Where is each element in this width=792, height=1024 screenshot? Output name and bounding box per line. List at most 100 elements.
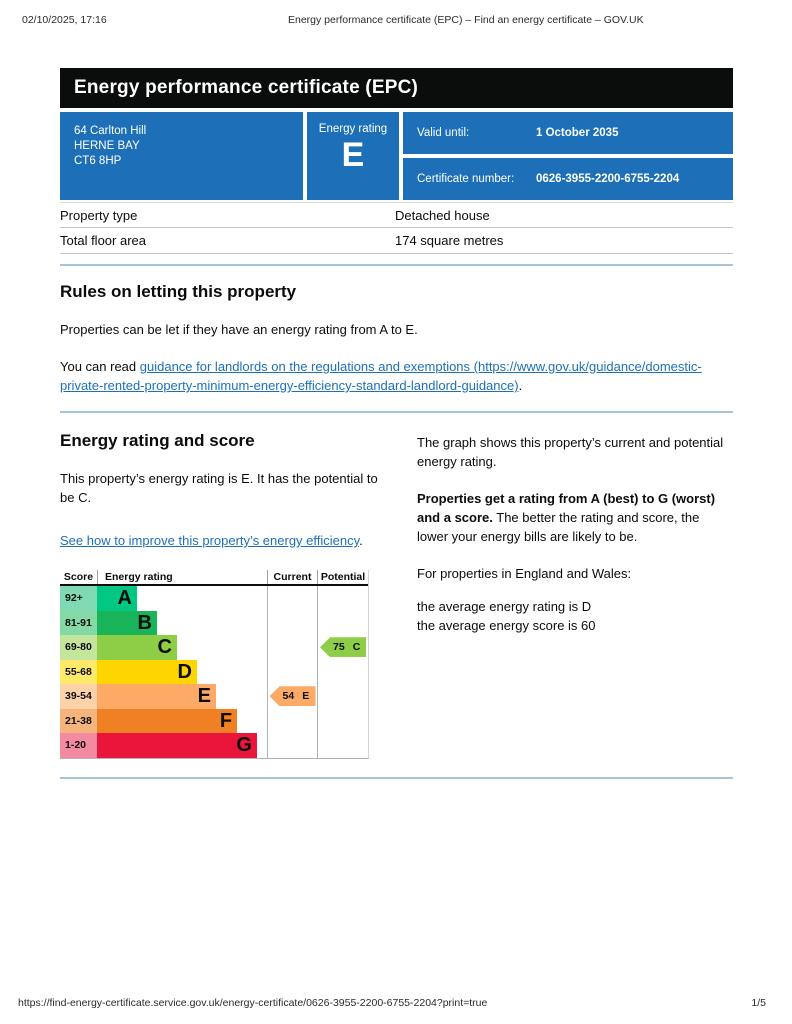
average-rating-text: the average energy rating is D	[417, 599, 592, 614]
print-datetime: 02/10/2025, 17:16	[22, 14, 107, 26]
england-wales-paragraph: For properties in England and Wales:	[417, 566, 632, 581]
valid-until-label: Valid until:	[417, 127, 470, 139]
section-divider	[60, 776, 733, 779]
certificate-number-row: Certificate number: 0626-3955-2200-6755-…	[403, 158, 733, 200]
band-bar-g: G	[97, 733, 257, 758]
certificate-number-label: Certificate number:	[417, 173, 515, 185]
current-rating-cell	[267, 733, 317, 758]
potential-rating-cell	[317, 708, 368, 733]
certificate-meta-panel: Valid until: 1 October 2035 Certificate …	[403, 112, 733, 200]
graph-intro-paragraph: The graph shows this property’s current …	[417, 435, 724, 469]
potential-rating-cell	[317, 586, 368, 611]
band-score-range: 69-80	[60, 635, 97, 660]
certificate-number-value: 0626-3955-2200-6755-2204	[536, 173, 680, 185]
band-bar-f: F	[97, 708, 238, 733]
certificate-title-bar: Energy performance certificate (EPC)	[60, 68, 733, 108]
property-type-label: Property type	[60, 207, 138, 223]
rules-paragraph: Properties can be let if they have an en…	[60, 322, 418, 337]
band-score-range: 1-20	[60, 733, 97, 758]
band-score-range: 21-38	[60, 708, 97, 733]
chart-band-row-e: 39-54 E 54 E	[60, 684, 368, 709]
energy-rating-label: Energy rating	[318, 123, 388, 135]
band-bar-c: C	[97, 635, 177, 660]
chart-column-header: Energy rating	[97, 570, 267, 584]
band-letter: F	[219, 709, 233, 732]
current-rating-cell	[267, 610, 317, 635]
average-stats-paragraph: the average energy rating is D the avera…	[417, 597, 733, 635]
band-bar-a: A	[97, 586, 137, 611]
guidance-text-suffix: .	[518, 378, 523, 393]
potential-rating-cell: 75 C	[317, 635, 368, 660]
section-divider	[60, 264, 733, 266]
chart-band-row-c: 69-80 C 75 C	[60, 635, 368, 660]
chart-column-header: Score	[63, 571, 94, 583]
rules-guidance-paragraph: You can read guidance for landlords on t…	[60, 357, 733, 395]
band-bar-b: B	[97, 610, 157, 635]
section-divider	[60, 411, 733, 413]
print-page-number: 1/5	[751, 997, 766, 1009]
band-score-range: 55-68	[60, 659, 97, 684]
current-rating-arrow: 54 E	[269, 686, 316, 707]
band-bar-e: E	[97, 684, 216, 709]
improve-efficiency-link[interactable]: See how to improve this property’s energ…	[60, 533, 360, 548]
address-line: 64 Carlton Hill	[74, 125, 147, 137]
floor-area-value: 174 square metres	[395, 233, 504, 248]
potential-rating-cell	[317, 659, 368, 684]
print-url: https://find-energy-certificate.service.…	[18, 997, 488, 1009]
current-rating-cell	[267, 659, 317, 684]
band-letter: D	[177, 660, 192, 683]
improve-efficiency-paragraph: See how to improve this property’s energ…	[60, 531, 380, 550]
band-score-range: 92+	[60, 586, 97, 611]
band-score-range: 81-91	[60, 610, 97, 635]
chart-band-row-f: 21-38 F	[60, 708, 368, 733]
address-line: CT6 8HP	[74, 155, 122, 167]
property-type-value: Detached house	[395, 207, 490, 223]
current-rating-cell: 54 E	[267, 684, 317, 709]
property-summary-table: Property type Detached house Total floor…	[60, 202, 733, 254]
valid-until-row: Valid until: 1 October 2035	[403, 112, 733, 154]
landlord-guidance-link[interactable]: guidance for landlords on the regulation…	[60, 359, 702, 393]
rating-summary-paragraph: This property’s energy rating is E. It h…	[60, 471, 378, 505]
average-score-text: the average energy score is 60	[417, 618, 596, 633]
potential-rating-cell	[317, 684, 368, 709]
address-line: HERNE BAY	[74, 140, 140, 152]
graph-explanation-column: The graph shows this property’s current …	[417, 425, 733, 759]
potential-rating-cell	[317, 610, 368, 635]
chart-band-row-b: 81-91 B	[60, 610, 368, 635]
chart-band-row-d: 55-68 D	[60, 659, 368, 684]
page-title: Energy performance certificate (EPC)	[74, 77, 419, 98]
band-letter: A	[117, 587, 132, 610]
band-letter: E	[197, 685, 211, 708]
property-address: 64 Carlton Hill HERNE BAY CT6 8HP	[60, 112, 303, 200]
table-row: Property type Detached house	[60, 202, 733, 228]
rating-explainer-paragraph: Properties get a rating from A (best) to…	[417, 489, 733, 546]
rating-score-column: Energy rating and score This property’s …	[60, 425, 380, 759]
valid-until-value: 1 October 2035	[536, 127, 619, 139]
energy-rating-chart: Score Energy rating Current Potential 92+ A 81…	[60, 570, 369, 759]
band-letter: C	[157, 636, 172, 659]
energy-rating-value: E	[341, 136, 365, 174]
current-rating-cell	[267, 635, 317, 660]
floor-area-label: Total floor area	[60, 233, 146, 248]
rating-explainer-bold: Properties get a rating from A (best) to…	[417, 491, 716, 525]
current-rating-cell	[267, 708, 317, 733]
band-score-range: 39-54	[60, 684, 97, 709]
table-row: Total floor area 174 square metres	[60, 228, 733, 254]
band-letter: B	[137, 611, 152, 634]
rating-explainer-rest: The better the rating and score, the low…	[417, 510, 700, 544]
potential-rating-cell	[317, 733, 368, 758]
summary-banner: 64 Carlton Hill HERNE BAY CT6 8HP Energy…	[60, 112, 733, 200]
link-suffix: .	[359, 533, 363, 548]
chart-band-row-g: 1-20 G	[60, 733, 368, 758]
certificate-page: Energy performance certificate (EPC) 64 …	[60, 68, 733, 779]
chart-column-header: Potential	[317, 570, 368, 584]
print-doc-title: Energy performance certificate (EPC) – F…	[288, 14, 644, 26]
current-rating-cell	[267, 586, 317, 611]
band-bar-d: D	[97, 659, 197, 684]
rules-heading: Rules on letting this property	[60, 282, 297, 301]
chart-column-header: Current	[267, 570, 317, 584]
potential-rating-arrow: 75 C	[320, 637, 366, 658]
guidance-text-prefix: You can read	[60, 359, 140, 374]
energy-rating-badge: Energy rating E	[307, 112, 399, 200]
energy-rating-score-heading: Energy rating and score	[60, 431, 255, 450]
